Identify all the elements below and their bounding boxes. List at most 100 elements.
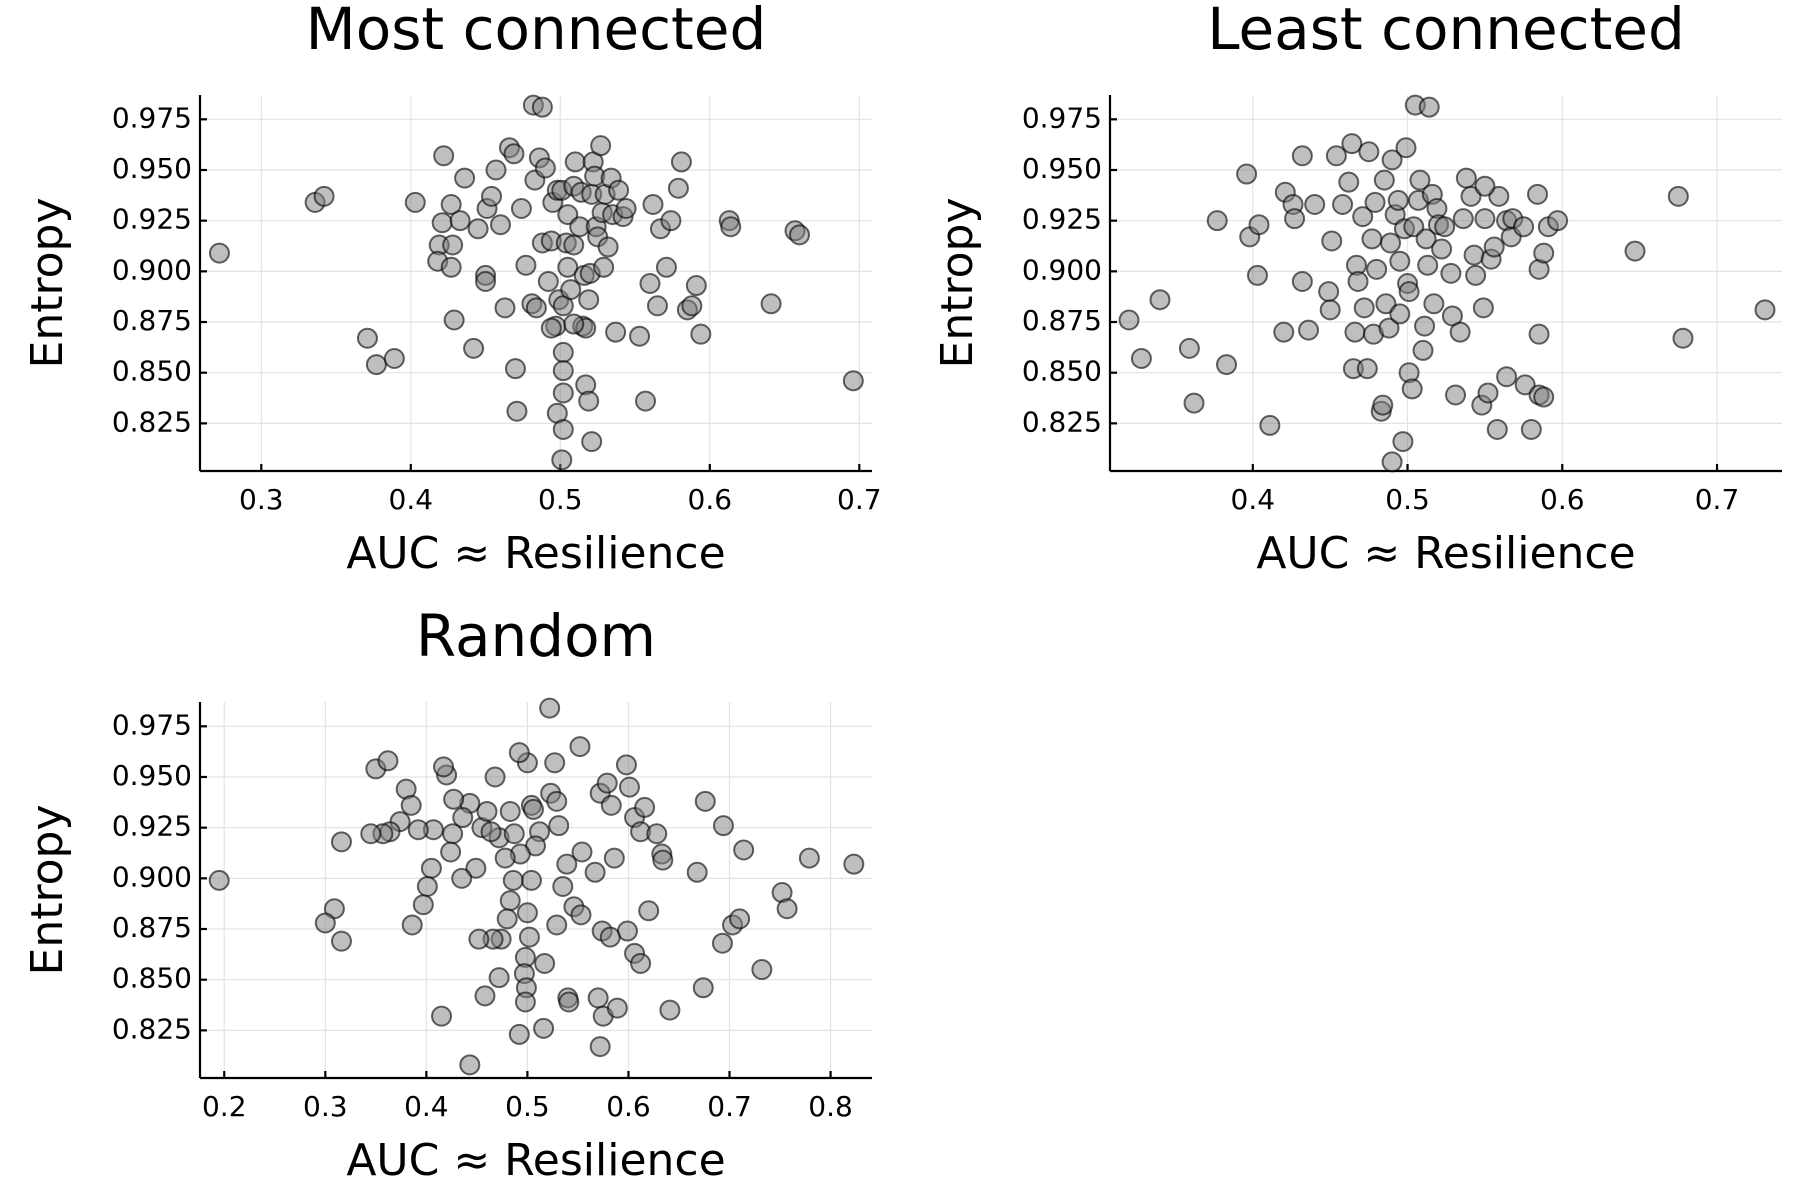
- y-tick-label: 0.950: [112, 759, 192, 792]
- point: [1206, 210, 1228, 232]
- point: [1178, 337, 1200, 359]
- y-tick-label: 0.825: [112, 1012, 192, 1045]
- point: [603, 847, 625, 869]
- point: [599, 926, 621, 948]
- point: [1366, 258, 1388, 280]
- x-tick-label: 0.8: [808, 1090, 853, 1123]
- point: [433, 145, 455, 167]
- point: [365, 354, 387, 376]
- y-tick-label: 0.950: [112, 152, 192, 185]
- x-tick-label: 0.5: [538, 483, 583, 516]
- point: [401, 914, 423, 936]
- point: [1460, 185, 1482, 207]
- x-tick-label: 0.5: [505, 1090, 550, 1123]
- x-tick-label: 0.3: [239, 483, 284, 516]
- point: [330, 831, 352, 853]
- x-tick-label: 0.6: [1540, 483, 1585, 516]
- point: [1472, 297, 1494, 319]
- point: [615, 754, 637, 776]
- point: [520, 869, 542, 891]
- point: [660, 210, 682, 232]
- point: [578, 289, 600, 311]
- point: [534, 157, 556, 179]
- point: [1452, 208, 1474, 230]
- point: [600, 794, 622, 816]
- point: [442, 823, 464, 845]
- point: [751, 959, 773, 981]
- y-tick-label: 0.975: [1022, 101, 1102, 134]
- point: [618, 776, 640, 798]
- point: [1488, 185, 1510, 207]
- point: [596, 772, 618, 794]
- point: [552, 875, 574, 897]
- point: [546, 790, 568, 812]
- point: [506, 400, 528, 422]
- point: [1474, 175, 1496, 197]
- y-tick-label: 0.975: [112, 101, 192, 134]
- point: [514, 991, 536, 1013]
- point: [1445, 384, 1467, 406]
- point: [1624, 240, 1646, 262]
- y-tick-label: 0.925: [112, 203, 192, 236]
- point: [1338, 171, 1360, 193]
- y-tick-label: 0.875: [112, 911, 192, 944]
- point: [1375, 293, 1397, 315]
- point: [475, 270, 497, 292]
- point: [440, 193, 462, 215]
- point: [1474, 208, 1496, 230]
- point: [443, 309, 465, 331]
- point: [1533, 386, 1555, 408]
- point: [1284, 208, 1306, 230]
- point: [1754, 299, 1776, 321]
- point: [1291, 145, 1313, 167]
- point: [540, 317, 562, 339]
- point: [578, 390, 600, 412]
- y-tick-label: 0.850: [112, 962, 192, 995]
- point: [442, 234, 464, 256]
- point: [667, 177, 689, 199]
- point: [642, 193, 664, 215]
- point: [476, 800, 498, 822]
- point: [729, 908, 751, 930]
- point: [494, 847, 516, 869]
- point: [443, 788, 465, 810]
- point: [1465, 264, 1487, 286]
- point: [1434, 216, 1456, 238]
- point: [459, 1054, 481, 1076]
- x-axis-label: AUC ≈ Resilience: [346, 1135, 725, 1186]
- point: [1440, 262, 1462, 284]
- point: [1332, 193, 1354, 215]
- point: [1118, 309, 1140, 331]
- x-tick-label: 0.4: [404, 1090, 449, 1123]
- point: [480, 821, 502, 843]
- chart-title: Least connected: [1207, 0, 1685, 63]
- x-tick-label: 0.6: [606, 1090, 651, 1123]
- point: [1483, 236, 1505, 258]
- point: [208, 869, 230, 891]
- point: [485, 159, 507, 181]
- point: [1403, 216, 1425, 238]
- point: [1236, 163, 1258, 185]
- point: [431, 1005, 453, 1027]
- point: [534, 952, 556, 974]
- point: [1246, 264, 1268, 286]
- point: [330, 930, 352, 952]
- point: [655, 256, 677, 278]
- point: [1364, 191, 1386, 213]
- point: [1423, 293, 1445, 315]
- point: [1319, 299, 1341, 321]
- point: [1513, 216, 1535, 238]
- point: [1378, 317, 1400, 339]
- point: [499, 890, 521, 912]
- point: [1528, 323, 1550, 345]
- y-axis-label: Entropy: [22, 805, 73, 976]
- point: [558, 991, 580, 1013]
- point: [646, 295, 668, 317]
- point: [843, 853, 865, 875]
- point: [1477, 382, 1499, 404]
- point: [1417, 254, 1439, 276]
- point: [711, 932, 733, 954]
- point: [1381, 149, 1403, 171]
- point: [1392, 431, 1414, 453]
- point: [314, 912, 336, 934]
